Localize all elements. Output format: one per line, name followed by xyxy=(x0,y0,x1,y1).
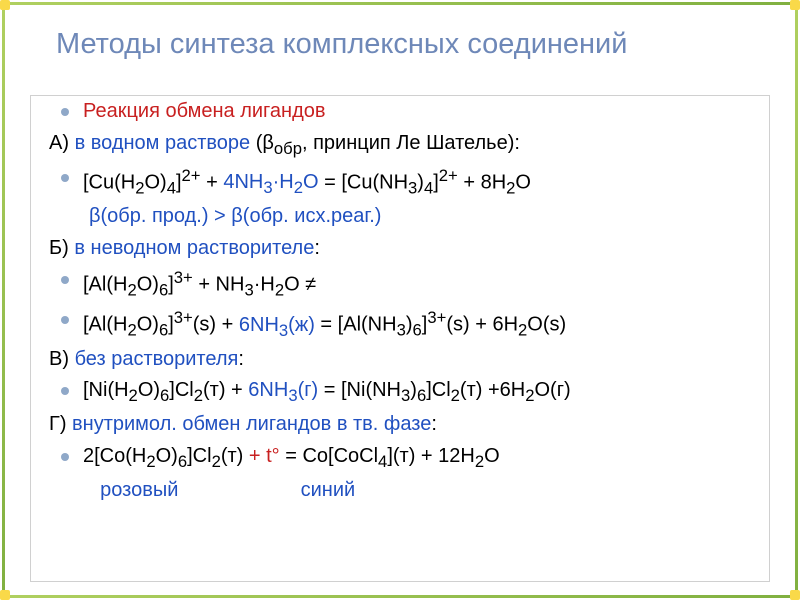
line-text: розовый синий xyxy=(89,477,751,505)
bullet-icon xyxy=(61,108,69,116)
line-text: Реакция обмена лигандов xyxy=(83,98,326,126)
bullet-icon xyxy=(61,276,69,284)
content-line: [Ni(H2O)6]Cl2(т) + 6NH3(г) = [Ni(NH3)6]C… xyxy=(31,375,769,409)
line-text: Б) в неводном растворителе: xyxy=(49,235,751,263)
bullet-icon xyxy=(61,174,69,182)
line-text: [Cu(H2O)4]2+ + 4NH3·H2O = [Cu(NH3)4]2+ +… xyxy=(83,164,531,200)
content-line: Б) в неводном растворителе: xyxy=(31,233,769,265)
line-text: [Ni(H2O)6]Cl2(т) + 6NH3(г) = [Ni(NH3)6]C… xyxy=(83,377,571,407)
content-box: Реакция обмена лигандов А) в водном раств… xyxy=(30,95,770,582)
line-text: А) в водном растворе (βобр, принцип Ле Ш… xyxy=(49,130,751,160)
bullet-icon xyxy=(61,316,69,324)
line-text: Г) внутримол. обмен лигандов в тв. фазе: xyxy=(49,411,751,439)
content-line: Г) внутримол. обмен лигандов в тв. фазе: xyxy=(31,409,769,441)
bullet-icon xyxy=(61,387,69,395)
line-text: β(обр. прод.) > β(обр. исх.реаг.) xyxy=(89,203,751,231)
content-line: β(обр. прод.) > β(обр. исх.реаг.) xyxy=(31,201,769,233)
content-line: [Cu(H2O)4]2+ + 4NH3·H2O = [Cu(NH3)4]2+ +… xyxy=(31,162,769,202)
content-line: [Al(H2O)6]3+ + NH3·H2O ≠ xyxy=(31,264,769,304)
content-line: Реакция обмена лигандов xyxy=(31,96,769,128)
content-line: В) без растворителя: xyxy=(31,344,769,376)
content-line: [Al(H2O)6]3+(s) + 6NH3(ж) = [Al(NH3)6]3+… xyxy=(31,304,769,344)
content-line: 2[Co(H2O)6]Cl2(т) + t° = Co[CoCl4](т) + … xyxy=(31,441,769,475)
line-text: [Al(H2O)6]3+(s) + 6NH3(ж) = [Al(NH3)6]3+… xyxy=(83,306,566,342)
line-text: 2[Co(H2O)6]Cl2(т) + t° = Co[CoCl4](т) + … xyxy=(83,443,500,473)
line-text: [Al(H2O)6]3+ + NH3·H2O ≠ xyxy=(83,266,316,302)
content-line: розовый синий xyxy=(31,475,769,507)
bullet-icon xyxy=(61,453,69,461)
line-text: В) без растворителя: xyxy=(49,346,751,374)
slide-title: Методы синтеза комплексных соединений xyxy=(56,26,627,62)
content-line: А) в водном растворе (βобр, принцип Ле Ш… xyxy=(31,128,769,162)
